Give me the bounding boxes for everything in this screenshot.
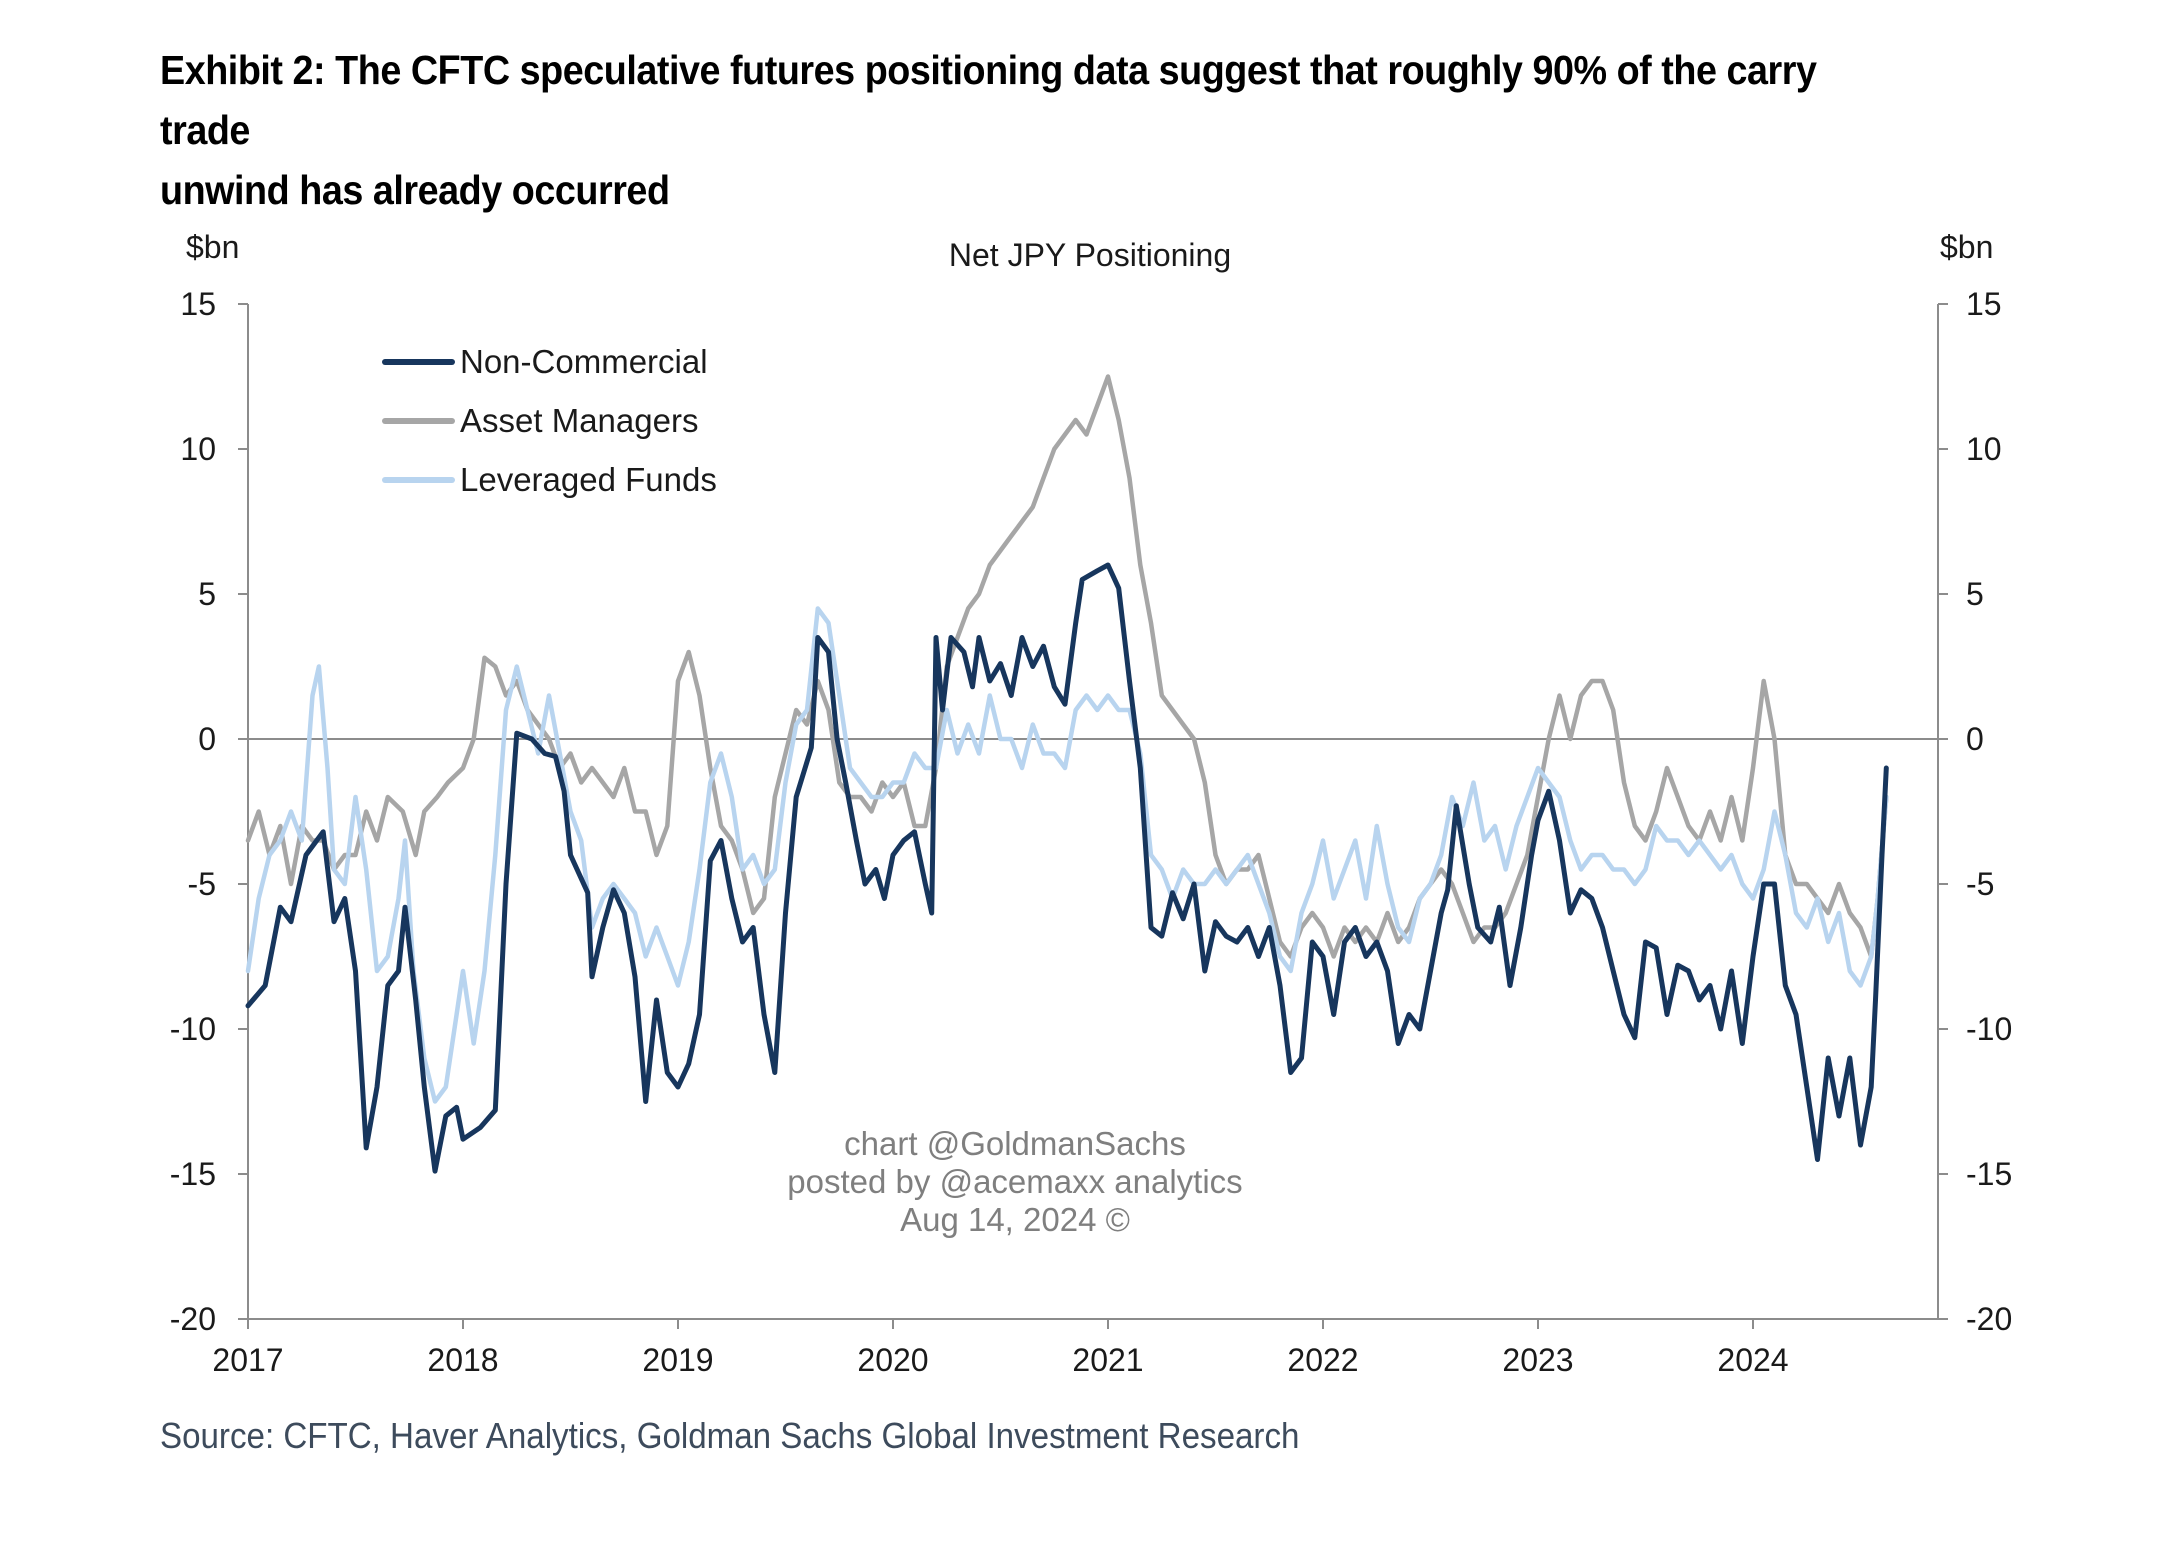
x-tick-label: 2020 (857, 1342, 928, 1378)
right-y-tick-label: -15 (1966, 1156, 2012, 1192)
headline-line-1: Exhibit 2: The CFTC speculative futures … (160, 47, 1817, 153)
left-y-tick-label: 10 (180, 431, 216, 467)
left-y-tick-label: 0 (198, 721, 216, 757)
x-tick-label: 2019 (642, 1342, 713, 1378)
watermark-line-1: chart @GoldmanSachs (844, 1125, 1186, 1162)
legend-label-non-commercial: Non-Commercial (460, 343, 708, 380)
series-layer (245, 374, 1889, 1174)
right-y-tick-label: 5 (1966, 576, 1984, 612)
left-y-tick-label: -5 (188, 866, 216, 902)
x-tick-label: 2017 (212, 1342, 283, 1378)
series-line-non-commercial (245, 562, 1889, 1174)
right-y-tick-label: -10 (1966, 1011, 2012, 1047)
watermark-line-2: posted by @acemaxx analytics (787, 1163, 1242, 1200)
right-y-tick-label: -5 (1966, 866, 1994, 902)
right-y-tick-label: 10 (1966, 431, 2002, 467)
axes-layer: 15 15 10 10 5 5 0 0 -5 -5 -10 -10 -15 -15 -20 -20 2017 20… (170, 229, 2013, 1378)
right-y-tick-label: 0 (1966, 721, 1984, 757)
x-tick-label: 2023 (1502, 1342, 1573, 1378)
x-tick-label: 2024 (1717, 1342, 1788, 1378)
legend-label-asset-managers: Asset Managers (460, 402, 698, 439)
legend-label-leveraged-funds: Leveraged Funds (460, 461, 717, 498)
series-line-asset-managers (245, 374, 1889, 959)
headline-line-2: unwind has already occurred (160, 167, 670, 213)
legend: Non-Commercial Asset Managers Leveraged Fu… (382, 343, 717, 498)
left-axis-unit: $bn (186, 229, 239, 265)
left-y-tick-label: -15 (170, 1156, 216, 1192)
right-y-tick-label: 15 (1966, 286, 2002, 322)
right-axis-unit: $bn (1940, 229, 1993, 265)
exhibit-headline: Exhibit 2: The CFTC speculative futures … (160, 40, 1908, 220)
series-line-leveraged-funds (245, 606, 1889, 1104)
watermark-line-3: Aug 14, 2024 © (900, 1201, 1130, 1238)
source-note: Source: CFTC, Haver Analytics, Goldman S… (160, 1415, 1300, 1456)
right-y-tick-label: -20 (1966, 1301, 2012, 1337)
chart-title: Net JPY Positioning (949, 237, 1231, 273)
x-tick-label: 2021 (1072, 1342, 1143, 1378)
left-y-tick-label: 15 (180, 286, 216, 322)
left-y-tick-label: -10 (170, 1011, 216, 1047)
x-tick-label: 2022 (1287, 1342, 1358, 1378)
left-y-tick-label: 5 (198, 576, 216, 612)
x-tick-label: 2018 (427, 1342, 498, 1378)
left-y-tick-label: -20 (170, 1301, 216, 1337)
